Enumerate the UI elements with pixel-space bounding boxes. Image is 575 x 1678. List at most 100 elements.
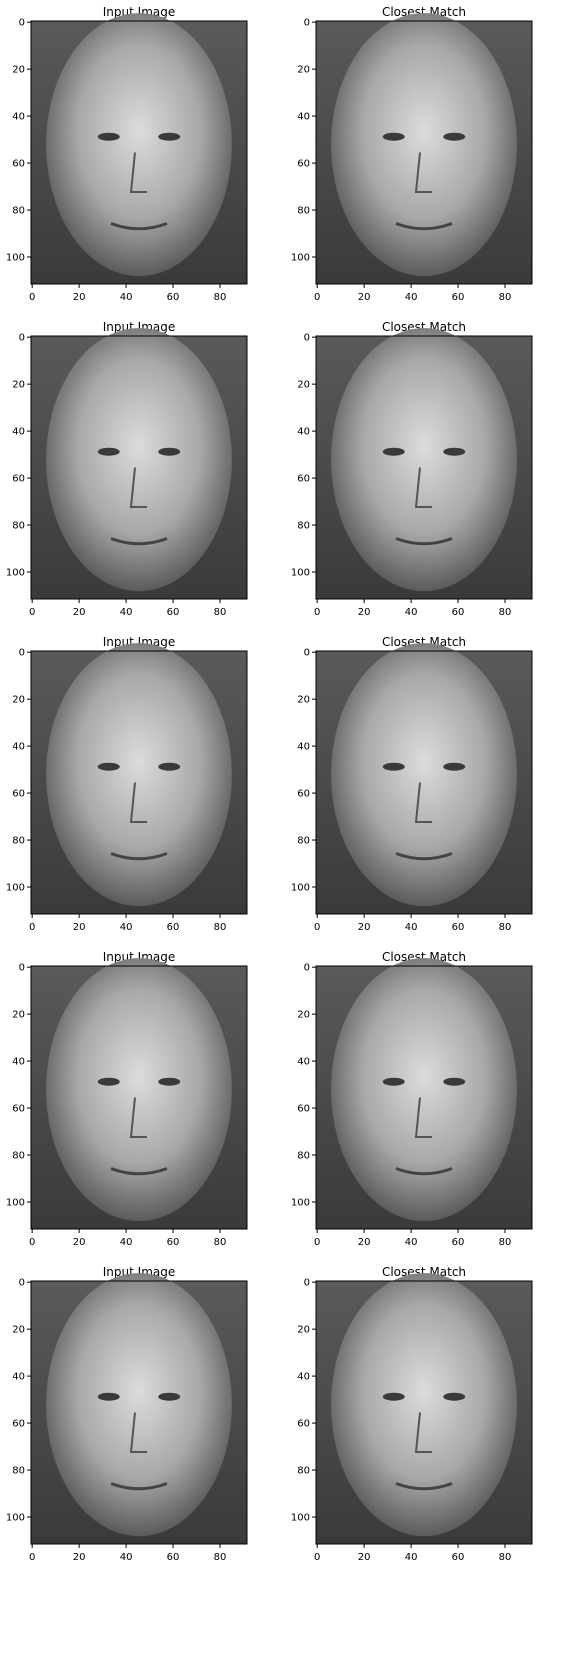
axes-frame xyxy=(30,20,248,285)
x-tick-label: 40 xyxy=(120,1237,133,1248)
y-tick-label: 20 xyxy=(297,65,310,76)
x-tick-label: 60 xyxy=(452,1552,465,1563)
x-tick-label: 0 xyxy=(29,922,35,933)
y-tick-label: 40 xyxy=(12,1372,25,1383)
x-tick-label: 80 xyxy=(214,1552,227,1563)
subplot-title: Closest Match xyxy=(382,5,466,19)
subplot-title: Closest Match xyxy=(382,635,466,649)
x-tick-label: 0 xyxy=(314,607,320,618)
x-tick-label: 20 xyxy=(358,922,371,933)
y-tick-label: 80 xyxy=(297,206,310,217)
y-tick-label: 60 xyxy=(12,789,25,800)
y-tick-label: 20 xyxy=(12,65,25,76)
y-tick-label: 100 xyxy=(291,567,310,578)
axes-frame xyxy=(30,1280,248,1545)
x-tick-label: 80 xyxy=(214,292,227,303)
y-tick-label: 80 xyxy=(297,1151,310,1162)
x-tick-label: 60 xyxy=(167,1552,180,1563)
x-tick-label: 20 xyxy=(358,1552,371,1563)
y-tick-label: 0 xyxy=(19,333,25,344)
subplot-title: Input Image xyxy=(103,635,175,649)
subplot-1: Input Image 0 20 40 60 80 0 20 40 60 80 100 xyxy=(6,5,248,303)
y-tick-label: 40 xyxy=(12,1057,25,1068)
y-tick-label: 60 xyxy=(297,1419,310,1430)
y-tick-label: 0 xyxy=(19,648,25,659)
face-image xyxy=(316,1273,532,1544)
y-tick-label: 0 xyxy=(304,648,310,659)
y-tick-label: 20 xyxy=(12,1325,25,1336)
x-tick-label: 20 xyxy=(358,1237,371,1248)
x-tick-label: 40 xyxy=(120,292,133,303)
face-image xyxy=(316,643,532,914)
x-tick-label: 80 xyxy=(214,1237,227,1248)
y-tick-label: 60 xyxy=(12,1419,25,1430)
subplot-8: Closest Match 0 20 40 60 80 0 20 40 60 80 100 xyxy=(291,950,533,1248)
face-image xyxy=(31,328,247,599)
y-tick-label: 40 xyxy=(297,742,310,753)
y-tick-label: 100 xyxy=(6,567,25,578)
axes-frame xyxy=(315,965,533,1230)
x-tick-label: 40 xyxy=(120,607,133,618)
y-tick-label: 40 xyxy=(297,1057,310,1068)
y-tick-label: 80 xyxy=(297,1466,310,1477)
y-tick-label: 80 xyxy=(12,1466,25,1477)
y-tick-label: 80 xyxy=(12,1151,25,1162)
y-tick-label: 0 xyxy=(304,963,310,974)
x-tick-label: 40 xyxy=(120,922,133,933)
subplot-4: Closest Match 0 20 40 60 80 0 20 40 60 80 100 xyxy=(291,320,533,618)
y-tick-label: 0 xyxy=(304,333,310,344)
y-tick-label: 20 xyxy=(12,380,25,391)
x-tick-label: 0 xyxy=(314,922,320,933)
x-tick-label: 80 xyxy=(499,292,512,303)
y-tick-label: 20 xyxy=(12,695,25,706)
x-tick-label: 0 xyxy=(29,1552,35,1563)
y-tick-label: 0 xyxy=(19,963,25,974)
y-tick-label: 100 xyxy=(291,252,310,263)
subplot-title: Input Image xyxy=(103,1265,175,1279)
axes-frame xyxy=(315,1280,533,1545)
x-tick-label: 40 xyxy=(405,292,418,303)
y-tick-label: 40 xyxy=(12,742,25,753)
y-tick-label: 40 xyxy=(297,1372,310,1383)
subplot-6: Closest Match 0 20 40 60 80 0 20 40 60 80 100 xyxy=(291,635,533,933)
y-tick-label: 60 xyxy=(12,159,25,170)
x-tick-label: 20 xyxy=(73,607,86,618)
face-image xyxy=(31,13,247,284)
axes-frame xyxy=(30,650,248,915)
y-tick-label: 80 xyxy=(12,521,25,532)
x-tick-label: 60 xyxy=(452,292,465,303)
y-tick-label: 100 xyxy=(6,1197,25,1208)
x-tick-label: 60 xyxy=(167,922,180,933)
x-tick-label: 40 xyxy=(120,1552,133,1563)
x-tick-label: 80 xyxy=(214,922,227,933)
y-tick-label: 20 xyxy=(297,1325,310,1336)
x-tick-label: 80 xyxy=(214,607,227,618)
axes-frame xyxy=(315,335,533,600)
y-tick-label: 60 xyxy=(12,1104,25,1115)
y-tick-label: 0 xyxy=(304,1278,310,1289)
y-tick-label: 80 xyxy=(12,206,25,217)
axes-frame xyxy=(315,650,533,915)
y-tick-label: 60 xyxy=(297,159,310,170)
x-tick-label: 60 xyxy=(452,1237,465,1248)
x-tick-label: 0 xyxy=(314,292,320,303)
subplot-title: Closest Match xyxy=(382,1265,466,1279)
y-tick-label: 100 xyxy=(291,1197,310,1208)
face-image xyxy=(316,328,532,599)
y-tick-label: 20 xyxy=(297,695,310,706)
y-tick-label: 0 xyxy=(304,18,310,29)
x-tick-label: 40 xyxy=(405,607,418,618)
y-tick-label: 20 xyxy=(12,1010,25,1021)
x-tick-label: 60 xyxy=(452,607,465,618)
y-tick-label: 0 xyxy=(19,1278,25,1289)
x-tick-label: 0 xyxy=(314,1237,320,1248)
x-tick-label: 20 xyxy=(73,1237,86,1248)
face-image xyxy=(316,13,532,284)
y-tick-label: 20 xyxy=(297,380,310,391)
subplot-9: Input Image 0 20 40 60 80 0 20 40 60 80 100 xyxy=(6,1265,248,1563)
y-tick-label: 100 xyxy=(291,882,310,893)
y-tick-label: 60 xyxy=(297,474,310,485)
axes-frame xyxy=(315,20,533,285)
y-tick-label: 60 xyxy=(12,474,25,485)
